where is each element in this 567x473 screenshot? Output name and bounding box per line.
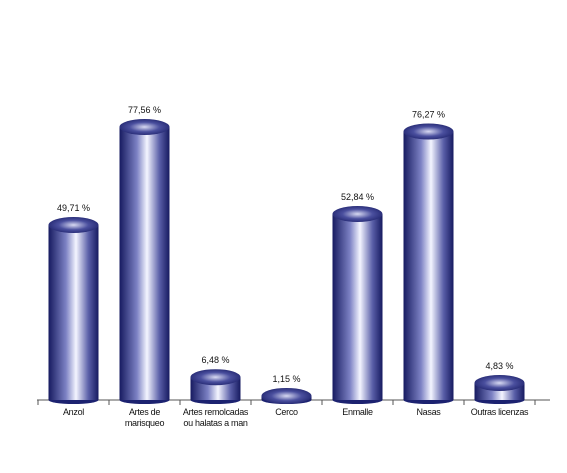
bar-body — [403, 131, 454, 400]
bar-top — [474, 374, 525, 391]
bar-body — [48, 225, 99, 400]
value-label: 49,71 % — [57, 203, 90, 213]
value-label: 77,56 % — [128, 105, 161, 115]
bar-body — [119, 126, 170, 400]
bar — [261, 387, 312, 404]
x-tick-label: Anzol — [62, 407, 84, 417]
bar-top — [119, 118, 170, 135]
x-tick-label: Nasas — [416, 407, 441, 417]
value-label: 4,83 % — [485, 361, 513, 371]
x-tick-label: Cerco — [275, 407, 298, 417]
bar-top — [403, 123, 454, 140]
value-label: 6,48 % — [201, 355, 229, 365]
x-tick-label: Outras licenzas — [470, 407, 529, 417]
bar-top — [261, 387, 312, 404]
bar — [119, 118, 170, 404]
bar-top — [332, 206, 383, 223]
x-tick-label: Enmalle — [342, 407, 373, 417]
value-label: 52,84 % — [341, 192, 374, 202]
x-tick-label: Artes de marisqueo — [124, 407, 165, 428]
bar-top — [190, 369, 241, 386]
bar-top — [48, 217, 99, 234]
bar-body — [332, 214, 383, 400]
value-label: 76,27 % — [412, 110, 445, 120]
value-label: 1,15 % — [272, 374, 300, 384]
bar — [403, 123, 454, 404]
bar — [190, 369, 241, 404]
bar — [474, 374, 525, 404]
x-tick-label: Artes remolcadas ou halatas a man — [182, 407, 249, 428]
bar — [332, 206, 383, 404]
bar — [48, 217, 99, 404]
